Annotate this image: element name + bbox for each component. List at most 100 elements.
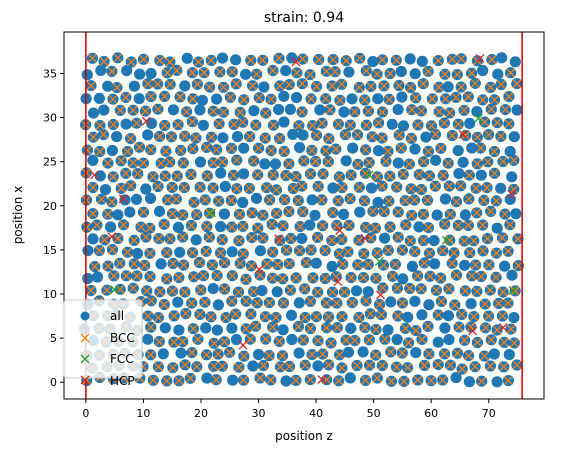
point-bcc [478,246,488,256]
point-hcp [118,194,128,204]
x-tick-label: 0 [82,407,89,420]
point-bcc [371,325,381,334]
point-bcc [505,220,515,230]
point-bcc [298,207,308,217]
point-bcc [354,235,364,245]
point-bcc [317,195,327,205]
point-bcc [443,158,453,168]
point-all [416,55,428,67]
point-bcc [268,170,278,180]
point-bcc [506,324,516,334]
point-bcc [427,94,437,104]
point-bcc [107,66,117,76]
point-bcc [187,68,197,78]
point-bcc [423,66,433,76]
point-bcc [386,347,396,357]
point-bcc [274,53,284,63]
point-bcc [195,182,205,192]
point-bcc [352,360,362,370]
point-bcc [459,105,469,115]
point-all [102,80,114,92]
point-bcc [99,57,109,66]
point-bcc [186,221,196,230]
point-bcc [449,248,459,258]
point-bcc [451,92,461,102]
point-bcc [451,197,461,207]
point-bcc [438,375,448,385]
point-bcc [153,79,163,89]
point-bcc [503,298,513,308]
point-all [423,299,435,311]
point-bcc [213,349,223,359]
point-bcc [154,234,164,244]
point-all [278,116,290,128]
point-all [105,221,117,233]
point-bcc [471,183,481,193]
point-bcc [145,272,155,281]
point-bcc [284,207,294,217]
point-bcc [216,248,226,258]
point-bcc [116,183,126,193]
point-bcc [464,194,474,204]
point-all [404,53,416,65]
point-all [309,209,321,221]
point-all [409,295,421,307]
point-bcc [153,181,163,191]
point-all [174,246,186,258]
point-all [286,333,298,346]
point-all [216,52,229,64]
point-all [477,64,489,77]
point-bcc [410,247,420,257]
point-bcc [486,104,496,114]
point-bcc [300,284,310,294]
point-all [211,324,223,336]
point-hcp [107,232,117,242]
legend-item-all: all [80,309,124,323]
point-bcc [293,196,303,206]
point-bcc [297,107,307,117]
point-bcc [271,313,281,322]
point-bcc [305,296,315,306]
point-bcc [182,107,192,117]
point-bcc [189,197,199,207]
point-bcc [333,196,343,206]
point-bcc [490,168,499,178]
point-bcc [324,312,334,322]
point-all [439,193,451,205]
point-all [217,132,229,144]
point-bcc [350,107,360,117]
point-bcc [393,311,403,321]
point-bcc [88,183,98,192]
point-bcc [258,233,268,243]
point-bcc [372,172,382,182]
point-bcc [337,363,347,373]
point-bcc [155,287,165,297]
point-bcc [361,66,371,76]
point-bcc [234,287,243,297]
point-bcc [95,147,105,156]
point-bcc [476,143,486,153]
point-bcc [113,53,123,63]
point-bcc [452,270,461,280]
point-hcp [141,116,151,126]
point-bcc [392,182,402,192]
legend-marker-all [80,311,90,321]
point-bcc [510,286,520,296]
point-bcc [187,298,197,308]
point-bcc [393,207,403,217]
point-bcc [444,181,454,191]
point-bcc [379,81,389,91]
point-all [429,258,441,270]
point-bcc [205,208,215,218]
point-bcc [196,285,206,295]
point-all [406,260,418,272]
point-bcc [249,156,259,166]
point-bcc [368,206,378,216]
point-all [173,324,185,336]
point-all [450,372,462,384]
point-all [409,143,421,155]
point-all [338,208,350,220]
point-bcc [492,248,501,258]
point-bcc [406,133,416,143]
point-bcc [194,57,203,67]
